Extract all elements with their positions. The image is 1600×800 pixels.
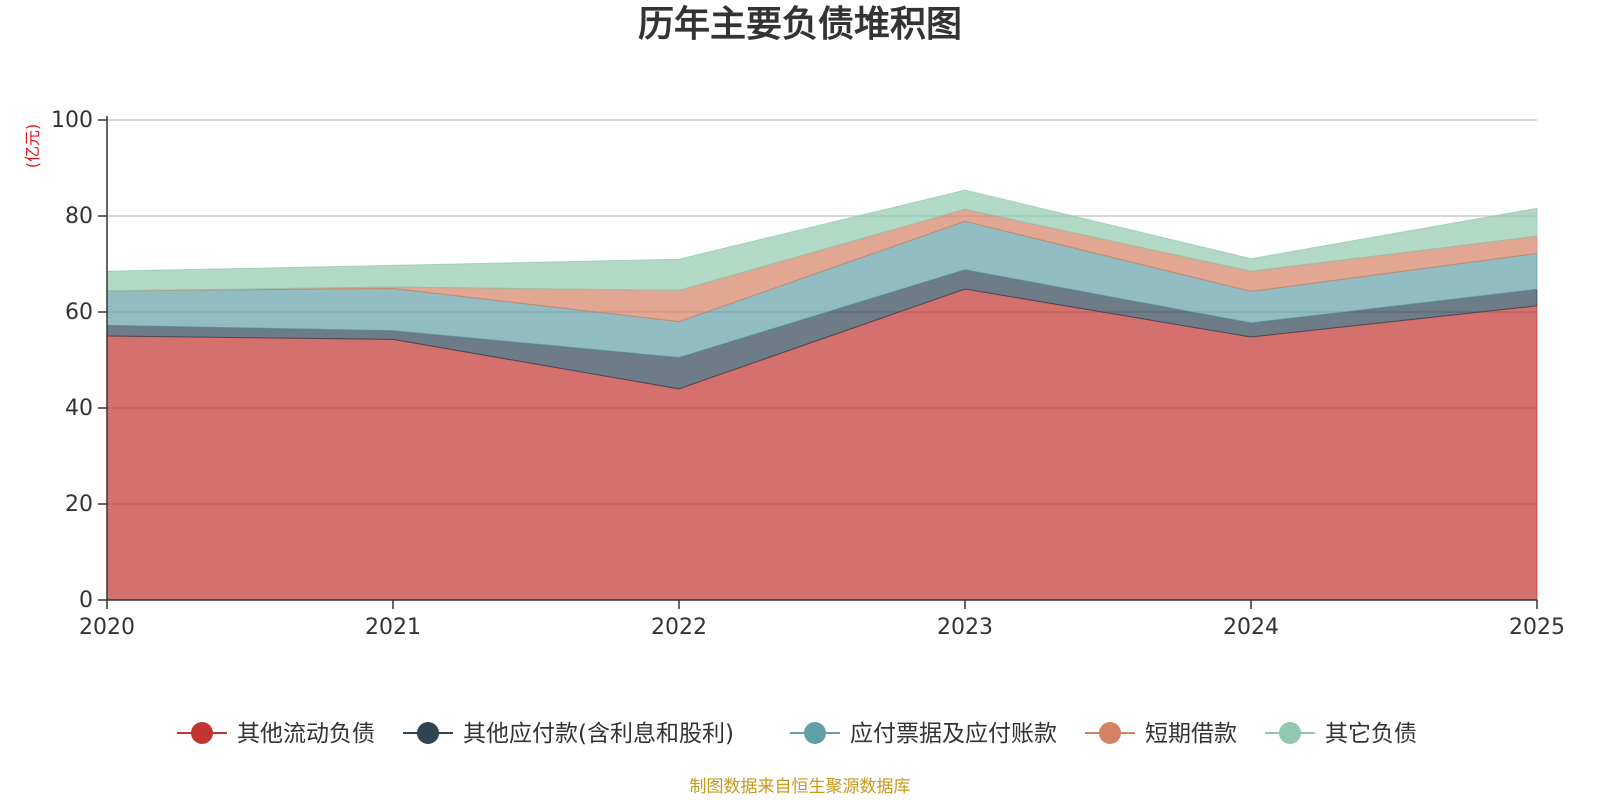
legend-marker <box>1099 722 1121 744</box>
area-series-5 <box>106 189 1538 292</box>
x-tick-label: 2024 <box>1223 615 1279 640</box>
y-tick-label: 100 <box>51 108 93 133</box>
y-axis-unit: (亿元) <box>23 124 42 169</box>
y-tick-label: 20 <box>65 492 93 517</box>
legend-label: 短期借款 <box>1145 721 1237 747</box>
legend-marker <box>417 722 439 744</box>
x-tick-label: 2023 <box>937 615 993 640</box>
legend-item-1[interactable]: 其他流动负债 <box>177 721 375 747</box>
x-tick-label: 2020 <box>79 615 135 640</box>
chart-title: 历年主要负债堆积图 <box>638 4 962 45</box>
y-tick-label: 60 <box>65 300 93 325</box>
y-tick-label: 80 <box>65 204 93 229</box>
legend-label: 应付票据及应付账款 <box>850 721 1057 747</box>
area-series <box>106 189 1538 601</box>
legend-item-4[interactable]: 短期借款 <box>1085 721 1237 747</box>
legend-item-3[interactable]: 应付票据及应付账款 <box>790 721 1057 747</box>
legend-label: 其他流动负债 <box>237 721 375 747</box>
legend-marker <box>1279 722 1301 744</box>
y-tick-label: 40 <box>65 396 93 421</box>
legend-item-2[interactable]: 其他应付款(含利息和股利) <box>403 721 734 747</box>
legend[interactable]: 其他流动负债 其他应付款(含利息和股利) 应付票据及应付账款 短期借款 其它负债 <box>177 721 1417 747</box>
legend-label: 其他应付款(含利息和股利) <box>463 721 734 747</box>
legend-marker <box>804 722 826 744</box>
x-tick-label: 2022 <box>651 615 707 640</box>
legend-label: 其它负债 <box>1325 721 1417 747</box>
legend-item-5[interactable]: 其它负债 <box>1265 721 1417 747</box>
x-tick-label: 2021 <box>365 615 421 640</box>
y-tick-label: 0 <box>79 588 93 613</box>
legend-marker <box>191 722 213 744</box>
x-tick-label: 2025 <box>1509 615 1565 640</box>
data-source-note: 制图数据来自恒生聚源数据库 <box>690 777 911 797</box>
axes: 0 20 40 60 80 100 2020 2021 2022 2023 2024 2025 <box>51 108 1565 640</box>
